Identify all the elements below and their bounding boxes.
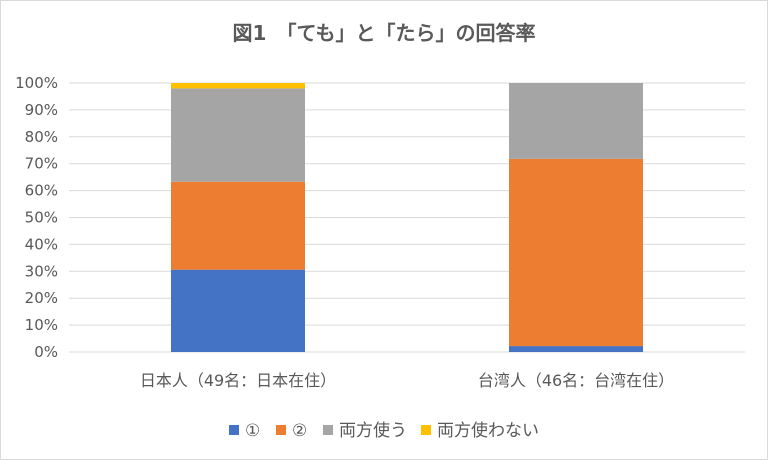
legend-swatch	[276, 425, 286, 435]
bar-segment	[509, 83, 643, 159]
legend-label: 両方使わない	[437, 420, 539, 441]
y-tick-label: 10%	[25, 316, 58, 334]
legend-swatch	[323, 425, 333, 435]
y-tick-label: 80%	[25, 128, 58, 146]
gridlines	[69, 82, 745, 353]
legend: ① ② 両方使う 両方使わない	[229, 420, 539, 441]
bar-segment	[171, 269, 305, 352]
y-tick-label: 40%	[25, 235, 58, 253]
legend-swatch	[421, 425, 431, 435]
bar-segment	[509, 158, 643, 347]
x-axis-categories: 日本人（49名：日本在住） 台湾人（46名：台湾在住）	[140, 371, 674, 390]
legend-label: ①	[245, 421, 260, 441]
y-tick-label: 100%	[15, 74, 58, 92]
legend-label: ②	[292, 421, 307, 441]
bar-segment	[509, 346, 643, 352]
bar-segment	[171, 88, 305, 182]
bar-segment	[171, 181, 305, 270]
y-tick-label: 0%	[34, 343, 58, 361]
y-tick-label: 70%	[25, 155, 58, 173]
legend-swatch	[229, 425, 239, 435]
y-tick-label: 20%	[25, 289, 58, 307]
y-axis-ticks: 0% 10% 20% 30% 40% 50% 60% 70% 80% 90% 100%	[15, 74, 58, 361]
y-tick-label: 60%	[25, 182, 58, 200]
x-category-label: 台湾人（46名：台湾在住）	[478, 371, 674, 390]
y-tick-label: 50%	[25, 209, 58, 227]
x-category-label: 日本人（49名：日本在住）	[140, 371, 336, 390]
chart-title: 図1 「ても」と「たら」の回答率	[233, 21, 536, 45]
y-tick-label: 30%	[25, 262, 58, 280]
bar-segment	[171, 83, 305, 89]
bars	[171, 83, 643, 352]
y-tick-label: 90%	[25, 101, 58, 119]
legend-label: 両方使う	[339, 420, 407, 441]
